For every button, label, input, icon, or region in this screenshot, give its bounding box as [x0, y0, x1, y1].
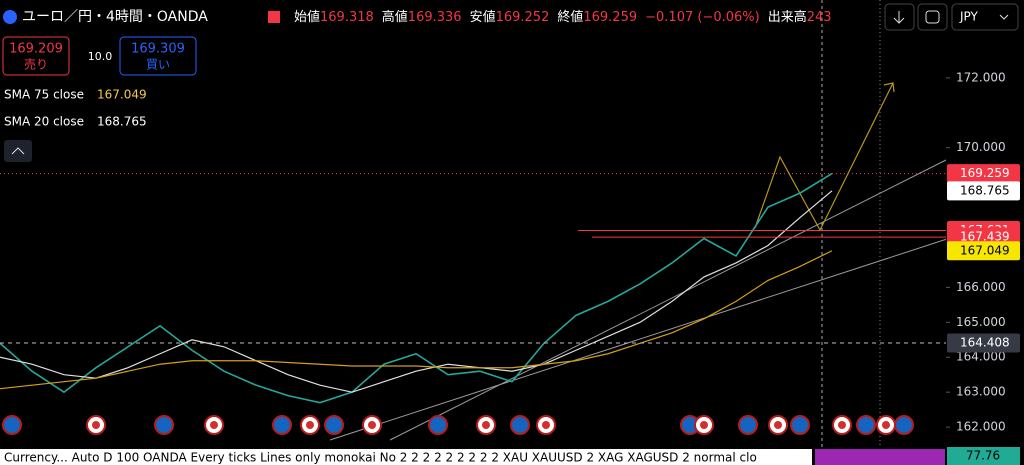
- chevron: [11, 147, 25, 155]
- sell-button[interactable]: [2, 36, 70, 76]
- volume-label: 出来高: [768, 9, 807, 25]
- footer-text: Currency... Auto D 100 OANDA Every ticks…: [4, 451, 757, 465]
- spread: 10.0: [88, 50, 113, 63]
- collapse-button[interactable]: [4, 140, 32, 162]
- event-dot: [306, 421, 314, 429]
- dropdown-icon: [999, 14, 1009, 20]
- price-line: [0, 190, 833, 393]
- ohlc-value: 169.336: [408, 10, 462, 25]
- y-tick-label: 163.000: [956, 385, 1006, 399]
- price-label: 167.049: [960, 243, 1010, 257]
- arrow-head: [883, 82, 895, 93]
- event-icon: [738, 415, 758, 435]
- header: ユーロ／円・4時間・OANDA 始値169.318 高値169.336 安値169.…: [3, 9, 832, 25]
- y-tick-label: 162.000: [956, 420, 1006, 434]
- price-label-box: [947, 333, 1020, 353]
- footer-bar: [0, 449, 812, 465]
- event-icon: [428, 415, 448, 435]
- footer-value: 77.76: [966, 449, 1000, 463]
- sell-price: 169.209: [9, 42, 63, 57]
- y-tick-label: 166.000: [956, 280, 1006, 294]
- volume: 243: [807, 10, 832, 25]
- indicator-name: SMA 75 close: [4, 88, 84, 102]
- buy-label: 買い: [146, 58, 170, 72]
- ohlc-label: 始値: [294, 9, 320, 25]
- event-icon: [510, 415, 530, 435]
- price-label-box: [947, 181, 1020, 201]
- ohlc-label: 安値: [470, 9, 496, 25]
- event-dot: [368, 421, 376, 429]
- footer: Currency... Auto D 100 OANDA Every ticks…: [0, 447, 1020, 465]
- event-icon: [856, 415, 876, 435]
- event-dot: [210, 421, 218, 429]
- down-icon: [893, 11, 905, 24]
- event-icon: [790, 415, 810, 435]
- ohlc-value: 169.318: [320, 10, 374, 25]
- price-line: [0, 172, 833, 404]
- indicator-value: 167.049: [97, 88, 147, 102]
- ohlc-value: 169.252: [496, 10, 550, 25]
- event-dot: [482, 421, 490, 429]
- symbol-icon: [3, 10, 17, 24]
- footer-bar: [815, 449, 945, 465]
- trade-panel: 169.209 売り 10.0 169.309 買い SMA 75 close …: [2, 36, 197, 162]
- currency: JPY: [959, 10, 979, 24]
- event-dot: [838, 421, 846, 429]
- event-dot: [542, 421, 550, 429]
- price-label-box: [947, 241, 1020, 261]
- trend-line: [329, 237, 951, 441]
- drawings: [329, 0, 951, 448]
- event-icon: [324, 415, 344, 435]
- event-dot: [700, 421, 708, 429]
- reset-icon: [925, 10, 940, 24]
- toolbar: JPY: [884, 3, 1019, 31]
- sell-label: 売り: [24, 57, 48, 72]
- buy-button[interactable]: [119, 36, 197, 76]
- price-axis: 162.000 163.000 164.000 165.000 166.000 170.0…: [946, 36, 1024, 446]
- event-icon: [894, 415, 914, 435]
- value-box: [947, 447, 1020, 465]
- reset-button[interactable]: [917, 3, 948, 31]
- flag: [268, 11, 280, 23]
- ohlc-label: 高値: [382, 9, 408, 25]
- price-label: 168.765: [960, 183, 1010, 197]
- y-tick-label: 172.000: [956, 70, 1006, 84]
- event-icon: [2, 415, 22, 435]
- currency-button[interactable]: [951, 3, 1019, 31]
- indicator-name: SMA 20 close: [4, 115, 84, 129]
- price-label: 164.408: [960, 335, 1010, 349]
- buy-price: 169.309: [131, 42, 185, 57]
- price-line: [0, 250, 833, 390]
- price-label: 169.259: [960, 166, 1010, 180]
- projection-arrow: [754, 82, 894, 232]
- event-dot: [882, 421, 890, 429]
- event-dot: [92, 421, 100, 429]
- trend-line: [389, 157, 951, 441]
- event-icon: [272, 415, 292, 435]
- event-dot: [774, 421, 782, 429]
- ohlc-value: 169.259: [583, 10, 637, 25]
- symbol: ユーロ／円・4時間・OANDA: [22, 9, 208, 25]
- y-tick-label: 170.000: [956, 140, 1006, 154]
- price-label: 167.439: [960, 230, 1010, 244]
- y-tick-label: 164.000: [956, 350, 1006, 364]
- event-icon: [154, 415, 174, 435]
- indicator-value: 168.765: [97, 115, 147, 129]
- plot: [0, 172, 946, 435]
- ohlc: 始値169.318 高値169.336 安値169.252 終値169.259 −0.1…: [294, 9, 832, 25]
- change: −0.107 (−0.06%): [645, 10, 760, 25]
- y-tick-label: 165.000: [956, 315, 1006, 329]
- ohlc-label: 終値: [557, 9, 583, 25]
